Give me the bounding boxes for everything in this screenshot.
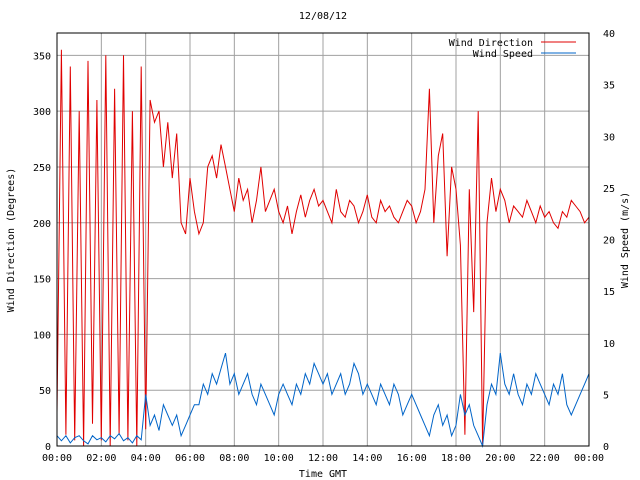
x-tick-label: 08:00 xyxy=(219,453,249,464)
y-left-tick-label: 0 xyxy=(45,442,51,453)
x-tick-label: 14:00 xyxy=(352,453,382,464)
series-line-wind-direction xyxy=(56,49,590,447)
y-right-tick-label: 15 xyxy=(603,287,615,298)
y-left-tick-label: 200 xyxy=(33,219,51,230)
y-left-tick-label: 300 xyxy=(33,107,51,118)
y-left-tick-label: 100 xyxy=(33,330,51,341)
legend-label-direction: Wind Direction xyxy=(449,38,533,49)
y-left-tick-label: 50 xyxy=(39,386,51,397)
legend-label-speed: Wind Speed xyxy=(473,49,533,60)
x-tick-label: 20:00 xyxy=(485,453,515,464)
y-right-tick-label: 0 xyxy=(603,442,609,453)
y-left-ticks: 0 50 100 150 200 250 300 350 xyxy=(33,51,51,453)
y-right-tick-label: 20 xyxy=(603,236,615,247)
y-left-tick-label: 250 xyxy=(33,163,51,174)
x-tick-label: 18:00 xyxy=(441,453,471,464)
y-right-tick-label: 10 xyxy=(603,339,615,350)
x-tick-label: 00:00 xyxy=(574,453,604,464)
x-tick-label: 10:00 xyxy=(264,453,294,464)
y-right-tick-label: 5 xyxy=(603,390,609,401)
x-tick-label: 22:00 xyxy=(530,453,560,464)
x-tick-label: 02:00 xyxy=(86,453,116,464)
y-right-tick-label: 35 xyxy=(603,81,615,92)
y-left-tick-label: 150 xyxy=(33,275,51,286)
y-right-ticks: 0 5 10 15 20 25 30 35 40 xyxy=(603,29,615,453)
y-left-tick-label: 350 xyxy=(33,51,51,62)
x-tick-label: 00:00 xyxy=(42,453,72,464)
y-left-label: Wind Direction (Degrees) xyxy=(6,168,17,313)
x-tick-label: 16:00 xyxy=(397,453,427,464)
x-tick-label: 04:00 xyxy=(131,453,161,464)
y-right-tick-label: 30 xyxy=(603,132,615,143)
legend: Wind Direction Wind Speed xyxy=(449,38,576,60)
x-tick-label: 06:00 xyxy=(175,453,205,464)
x-tick-label: 12:00 xyxy=(308,453,338,464)
series-line-wind-speed xyxy=(56,352,590,448)
y-right-label: Wind Speed (m/s) xyxy=(620,192,631,288)
x-ticks: 00:00 02:00 04:00 06:00 08:00 10:00 12:00 14:00… xyxy=(42,453,604,464)
chart-title: 12/08/12 xyxy=(299,11,347,22)
plot-frame xyxy=(56,32,590,447)
series-layer xyxy=(56,49,590,448)
x-axis-label: Time GMT xyxy=(299,469,347,480)
y-right-tick-label: 40 xyxy=(603,29,615,40)
y-right-tick-label: 25 xyxy=(603,184,615,195)
